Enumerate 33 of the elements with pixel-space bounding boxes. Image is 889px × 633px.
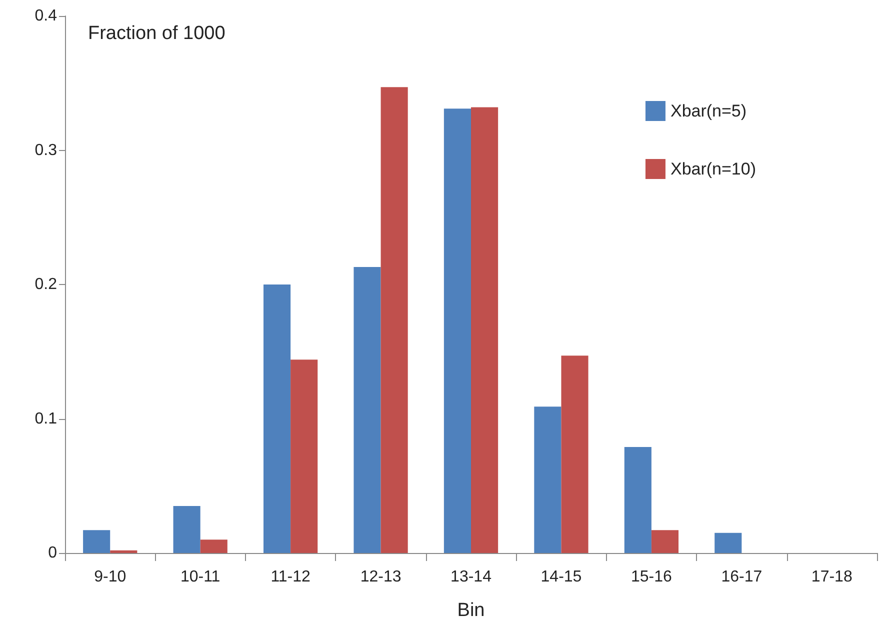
bar bbox=[354, 267, 381, 553]
x-tick-label: 9-10 bbox=[94, 568, 126, 586]
bar bbox=[624, 446, 652, 553]
x-tick-label: 13-14 bbox=[450, 568, 492, 586]
y-tick-label: 0 bbox=[48, 544, 58, 562]
y-axis-title: Fraction of 1000 bbox=[88, 23, 226, 44]
bar bbox=[83, 530, 110, 553]
bar bbox=[651, 530, 679, 553]
x-tick-label: 11-12 bbox=[270, 568, 311, 586]
bar bbox=[200, 540, 228, 553]
y-tick-label: 0.2 bbox=[34, 276, 58, 293]
bar bbox=[444, 108, 471, 553]
legend-label: Xbar(n=5) bbox=[670, 102, 747, 120]
bar bbox=[471, 107, 498, 553]
x-tick-label: 15-16 bbox=[630, 568, 672, 586]
x-tick-label: 17-18 bbox=[811, 568, 852, 586]
y-tick-label: 0.4 bbox=[34, 8, 58, 24]
bar bbox=[110, 550, 138, 553]
legend-label: Xbar(n=10) bbox=[670, 160, 756, 178]
y-tick-label: 0.3 bbox=[34, 142, 58, 159]
bar bbox=[290, 360, 318, 553]
bar bbox=[561, 356, 588, 553]
x-axis-title: Bin bbox=[457, 600, 485, 621]
x-tick-label: 16-17 bbox=[721, 568, 762, 586]
y-tick-label: 0.1 bbox=[34, 410, 58, 428]
x-tick-label: 10-11 bbox=[180, 568, 220, 586]
bar bbox=[534, 406, 562, 553]
x-tick-label: 12-13 bbox=[360, 568, 402, 586]
bar bbox=[714, 532, 742, 553]
x-tick-label: 14-15 bbox=[540, 568, 582, 586]
bar bbox=[263, 284, 291, 553]
bar bbox=[173, 506, 200, 553]
bar bbox=[380, 87, 408, 553]
